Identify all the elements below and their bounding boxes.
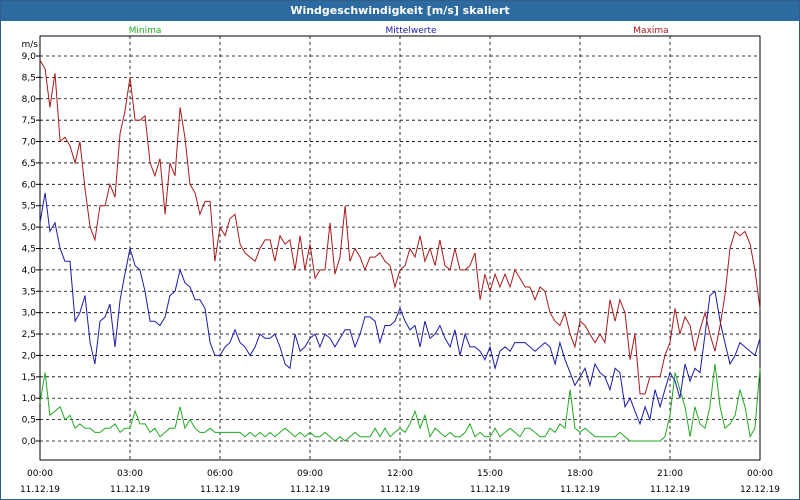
y-tick-label: 1,0 [22, 394, 37, 404]
y-tick-label: 0,5 [22, 416, 36, 426]
series-line-mittelwerte [39, 192, 761, 426]
plot-area-border [39, 35, 761, 461]
y-tick-label: 1,5 [22, 373, 36, 383]
x-tick-date: 12.12.19 [740, 485, 780, 495]
x-tick-date: 11.12.19 [20, 485, 60, 495]
y-tick-label: 8,0 [22, 95, 37, 105]
y-tick-label: 9,0 [22, 52, 37, 62]
legend-entry-minima: Minima [129, 26, 162, 36]
x-tick-time: 00:00 [747, 469, 773, 479]
x-tick-date: 11.12.19 [560, 485, 600, 495]
x-tick-time: 03:00 [117, 469, 143, 479]
y-tick-label: 6,5 [22, 159, 36, 169]
x-tick-time: 12:00 [387, 469, 413, 479]
legend-entry-maxima: Maxima [633, 26, 668, 36]
window-title: Windgeschwindigkeit [m/s] skaliert [1, 1, 799, 21]
grid-lines [36, 36, 760, 460]
y-tick-label: 7,0 [22, 138, 37, 148]
y-tick-label: 2,5 [22, 330, 36, 340]
x-tick-time: 18:00 [567, 469, 593, 479]
x-tick-labels: 00:00 11.12.19 03:00 11.12.19 06:00 11.12.19 0… [20, 469, 780, 495]
y-tick-labels: 9,0 8,5 8,0 7,5 7,0 6,5 6,0 5,5 5,0 4,5 4,0 3,5 3,0 2… [22, 52, 37, 447]
x-tick-time: 06:00 [207, 469, 233, 479]
y-tick-label: 8,5 [22, 73, 36, 83]
y-tick-label: 0,0 [22, 437, 37, 447]
y-tick-label: 3,0 [22, 309, 37, 319]
x-tick-date: 11.12.19 [200, 485, 240, 495]
y-tick-label: 3,5 [22, 287, 36, 297]
y-tick-label: 5,5 [22, 202, 36, 212]
y-tick-label: 4,0 [22, 266, 37, 276]
x-tick-time: 00:00 [27, 469, 53, 479]
y-axis-label: m/s [22, 40, 39, 50]
series-line-minima [39, 363, 761, 442]
series-lines [39, 60, 761, 442]
x-tick-date: 11.12.19 [470, 485, 510, 495]
y-tick-label: 4,5 [22, 245, 36, 255]
x-tick-time: 21:00 [657, 469, 683, 479]
series-line-maxima [39, 60, 761, 395]
y-tick-label: 5,0 [22, 223, 37, 233]
y-tick-label: 6,0 [22, 180, 37, 190]
x-tick-date: 11.12.19 [290, 485, 330, 495]
x-tick-time: 15:00 [477, 469, 503, 479]
x-tick-time: 09:00 [297, 469, 323, 479]
legend: Minima Mittelwerte Maxima [129, 26, 669, 36]
x-tick-date: 11.12.19 [110, 485, 150, 495]
legend-entry-mittelwerte: Mittelwerte [385, 26, 436, 36]
y-tick-label: 7,5 [22, 116, 36, 126]
y-tick-label: 2,0 [22, 351, 37, 361]
x-tick-date: 11.12.19 [380, 485, 420, 495]
x-tick-date: 11.12.19 [650, 485, 690, 495]
